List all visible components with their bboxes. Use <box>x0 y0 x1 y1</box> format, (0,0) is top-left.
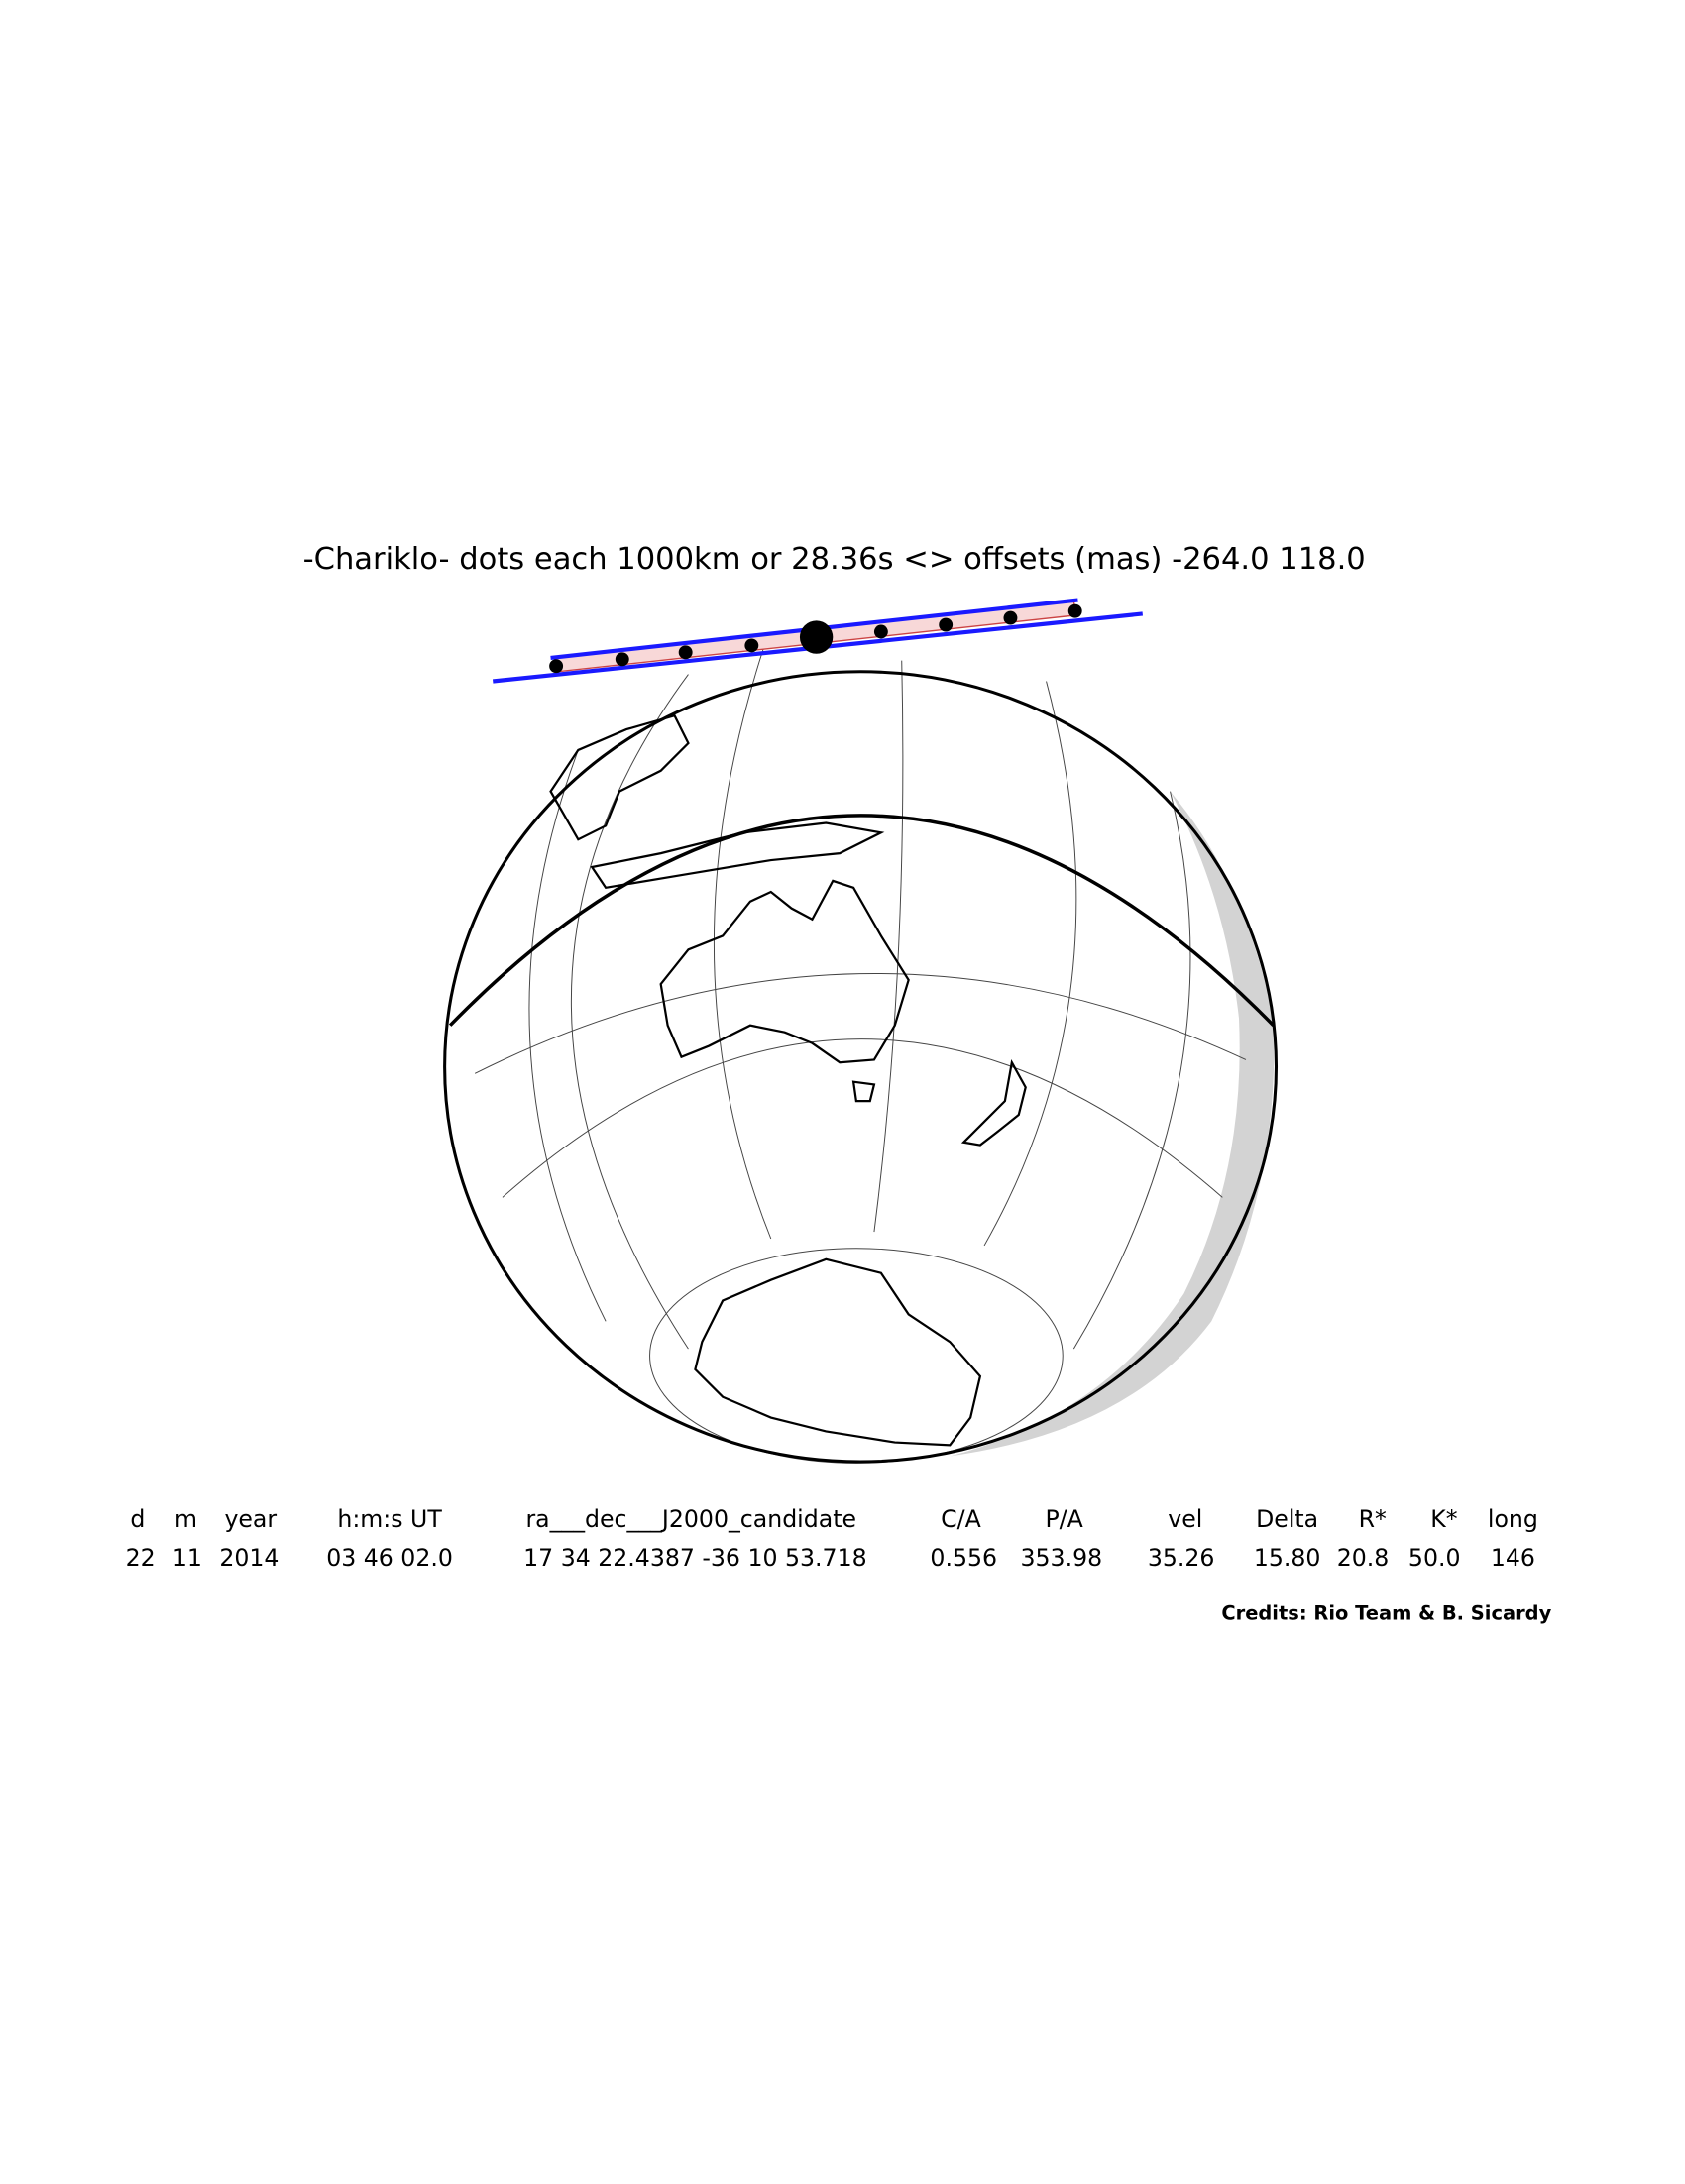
latitude-line <box>502 1038 1223 1198</box>
table-header: R* <box>1359 1505 1387 1533</box>
table-cell: 2014 <box>219 1544 279 1572</box>
table-cell: 0.556 <box>930 1544 997 1572</box>
table-header: year <box>224 1505 277 1533</box>
meridian <box>873 660 904 1233</box>
table-cell: 11 <box>172 1544 202 1572</box>
meridian <box>983 681 1077 1247</box>
night-shading <box>950 791 1275 1457</box>
meridian <box>713 646 772 1240</box>
table-cell: 35.26 <box>1148 1544 1215 1572</box>
credits: Credits: Rio Team & B. Sicardy <box>1221 1602 1551 1625</box>
latitude-line <box>474 973 1247 1074</box>
circumstances-table: d m year h:m:s UT ra___dec___J2000_candidate… <box>126 1505 1538 1572</box>
map-title: -Chariklo- dots each 1000km or 28.36s <>… <box>303 542 1366 577</box>
table-header: P/A <box>1045 1505 1082 1533</box>
table-cell: 22 <box>126 1544 156 1572</box>
meridian <box>570 674 689 1350</box>
table-header: m <box>174 1505 197 1533</box>
table-header: long <box>1488 1505 1538 1533</box>
table-header: d <box>130 1505 145 1533</box>
table-header: vel <box>1168 1505 1202 1533</box>
terminator <box>448 814 1275 1027</box>
table-header: h:m:s UT <box>337 1505 442 1533</box>
australia <box>659 879 910 1064</box>
table-cell: 17 34 22.4387 -36 10 53.718 <box>523 1544 866 1572</box>
antarctica <box>694 1257 982 1447</box>
meridian <box>528 749 607 1322</box>
table-cell: 353.98 <box>1021 1544 1103 1572</box>
new-zealand <box>960 1058 1027 1147</box>
meridian <box>1072 791 1191 1350</box>
table-cell: 20.8 <box>1337 1544 1390 1572</box>
globe <box>443 646 1279 1464</box>
shadow-path <box>493 598 1143 684</box>
tasmania <box>851 1080 876 1103</box>
table-header: K* <box>1430 1505 1457 1533</box>
table-cell: 146 <box>1491 1544 1535 1572</box>
table-header: C/A <box>941 1505 981 1533</box>
table-cell: 50.0 <box>1408 1544 1461 1572</box>
table-cell: 03 46 02.0 <box>326 1544 453 1572</box>
table-header: ra___dec___J2000_candidate <box>525 1505 856 1533</box>
asia <box>549 713 885 890</box>
table-header: Delta <box>1256 1505 1318 1533</box>
table-cell: 15.80 <box>1254 1544 1321 1572</box>
